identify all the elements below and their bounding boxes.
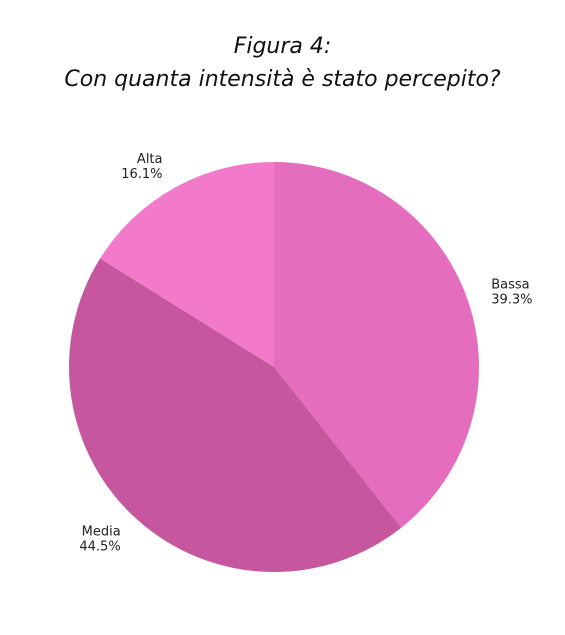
chart-title-line-1: Figura 4:: [233, 34, 332, 59]
pie-label-category: Media: [82, 525, 121, 540]
pie-label-percent: 44.5%: [79, 540, 120, 555]
pie-slices: [69, 162, 480, 572]
pie-label-percent: 39.3%: [491, 292, 532, 307]
pie-slice-alta: [100, 162, 275, 367]
pie-slice-bassa: [274, 162, 480, 528]
pie-label-category: Bassa: [491, 277, 529, 292]
chart-title: Figura 4: Con quanta intensità è stato p…: [0, 30, 565, 96]
pie-label-category: Alta: [137, 152, 163, 167]
pie-label-percent: 16.1%: [121, 167, 162, 182]
pie-slice-media: [69, 258, 402, 572]
chart-title-line-2: Con quanta intensità è stato percepito?: [64, 67, 501, 92]
